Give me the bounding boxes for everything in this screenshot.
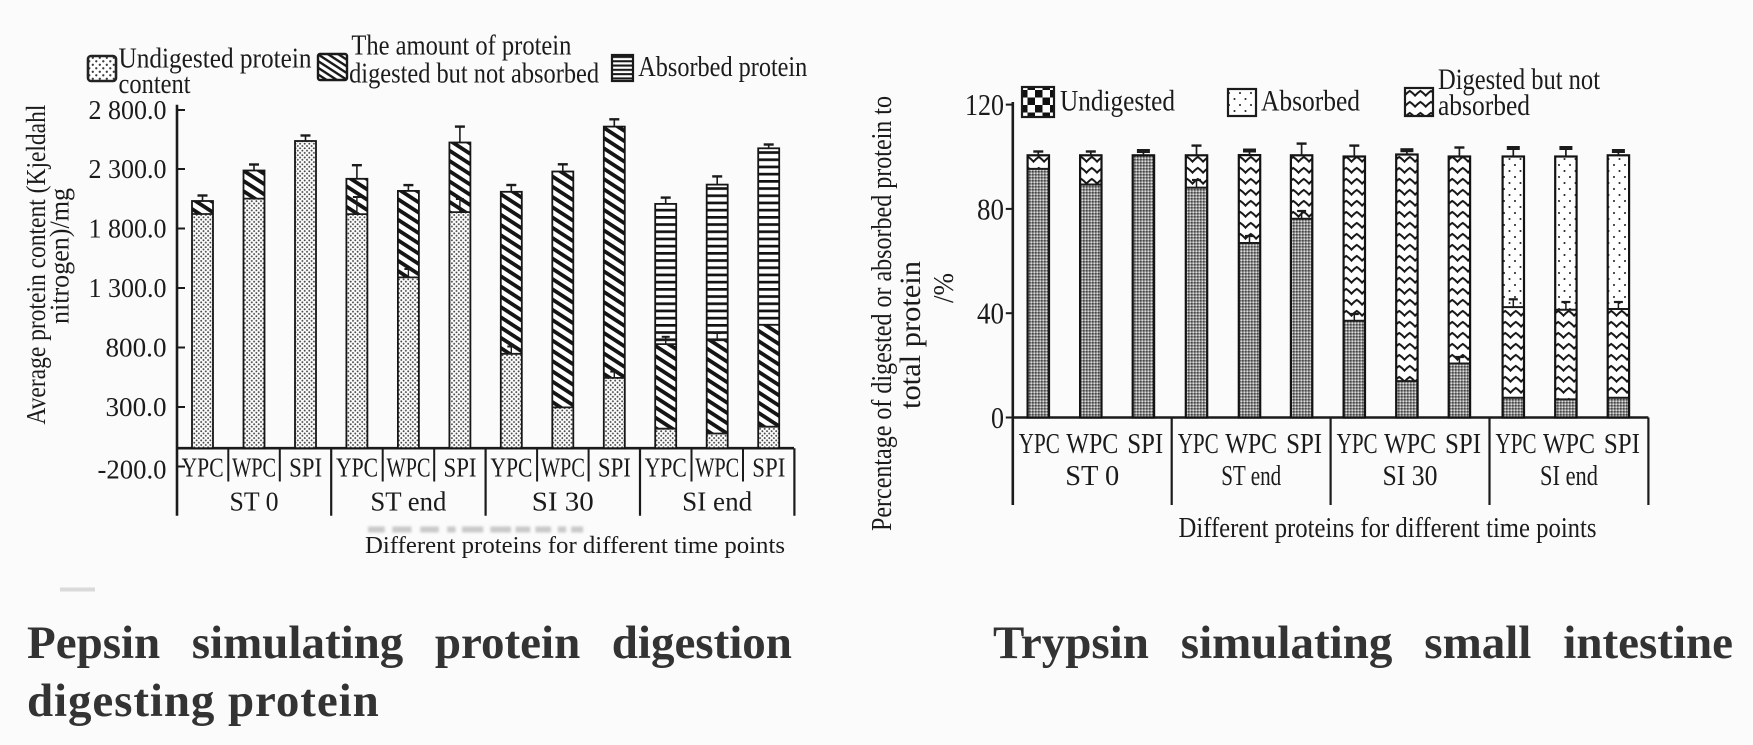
- svg-text:ST end: ST end: [370, 487, 446, 517]
- svg-text:SPI: SPI: [444, 453, 477, 483]
- svg-text:Absorbed: Absorbed: [1261, 85, 1360, 118]
- svg-text:SI end: SI end: [682, 487, 752, 517]
- svg-text:content: content: [119, 68, 191, 100]
- svg-text:YPC: YPC: [490, 453, 532, 483]
- svg-text:ST 0: ST 0: [1065, 461, 1119, 492]
- svg-text:YPC: YPC: [1178, 429, 1219, 460]
- svg-text:2 800.0: 2 800.0: [89, 95, 167, 125]
- svg-text:Different proteins for differe: Different proteins for different time po…: [365, 532, 785, 559]
- svg-text:SPI: SPI: [1604, 429, 1640, 460]
- svg-text:ST end: ST end: [1221, 461, 1281, 492]
- svg-text:SPI: SPI: [1445, 429, 1481, 460]
- svg-text:800.0: 800.0: [106, 333, 167, 363]
- svg-text:absorbed: absorbed: [1438, 89, 1530, 122]
- svg-text:Digested but not: Digested but not: [1438, 63, 1601, 96]
- svg-text:Different proteins for differe: Different proteins for different time po…: [1179, 512, 1597, 544]
- svg-text:Undigested: Undigested: [1060, 85, 1175, 118]
- svg-text:Percentage of digested or abso: Percentage of digested or absorbed prote…: [867, 96, 898, 531]
- svg-text:YPC: YPC: [1019, 429, 1060, 460]
- svg-text:WPC: WPC: [541, 453, 585, 483]
- svg-text:WPC: WPC: [232, 453, 276, 483]
- svg-text:SPI: SPI: [752, 453, 785, 483]
- svg-text:ST 0: ST 0: [230, 487, 279, 517]
- svg-text:WPC: WPC: [387, 453, 431, 483]
- svg-text:YPC: YPC: [1337, 429, 1378, 460]
- svg-text:/%: /%: [929, 273, 960, 303]
- svg-text:YPC: YPC: [1496, 429, 1537, 460]
- svg-text:SPI: SPI: [289, 453, 322, 483]
- svg-text:WPC: WPC: [1066, 429, 1118, 460]
- svg-text:Undigested protein: Undigested protein: [119, 43, 312, 75]
- svg-text:YPC: YPC: [336, 453, 378, 483]
- svg-text:SPI: SPI: [1127, 429, 1163, 460]
- svg-text:total protein: total protein: [895, 261, 927, 409]
- svg-text:WPC: WPC: [1225, 429, 1277, 460]
- svg-text:-200.0: -200.0: [98, 455, 167, 485]
- svg-text:WPC: WPC: [695, 453, 739, 483]
- svg-text:40: 40: [977, 296, 1004, 331]
- svg-text:SI 30: SI 30: [1383, 461, 1438, 492]
- svg-text:SI end: SI end: [1540, 461, 1598, 492]
- svg-text:80: 80: [977, 191, 1004, 226]
- svg-text:120: 120: [965, 87, 1004, 122]
- svg-text:The amount of protein: The amount of protein: [351, 30, 571, 62]
- svg-text:Absorbed protein: Absorbed protein: [638, 51, 807, 83]
- svg-text:digested but not absorbed: digested but not absorbed: [349, 57, 599, 89]
- svg-text:300.0: 300.0: [106, 392, 167, 422]
- svg-text:SI 30: SI 30: [532, 487, 594, 517]
- svg-text:YPC: YPC: [645, 453, 687, 483]
- svg-text:2 300.0: 2 300.0: [89, 154, 167, 184]
- svg-text:WPC: WPC: [1543, 429, 1595, 460]
- svg-text:WPC: WPC: [1384, 429, 1436, 460]
- svg-text:SPI: SPI: [598, 453, 631, 483]
- svg-text:Average protein content (Kjeld: Average protein content (Kjeldahl: [20, 104, 51, 424]
- svg-text:nitrogen)/mg: nitrogen)/mg: [44, 188, 75, 324]
- svg-text:YPC: YPC: [182, 453, 224, 483]
- svg-text:1 300.0: 1 300.0: [89, 273, 167, 303]
- svg-text:1 800.0: 1 800.0: [89, 214, 167, 244]
- svg-text:0: 0: [991, 400, 1004, 435]
- svg-text:SPI: SPI: [1286, 429, 1322, 460]
